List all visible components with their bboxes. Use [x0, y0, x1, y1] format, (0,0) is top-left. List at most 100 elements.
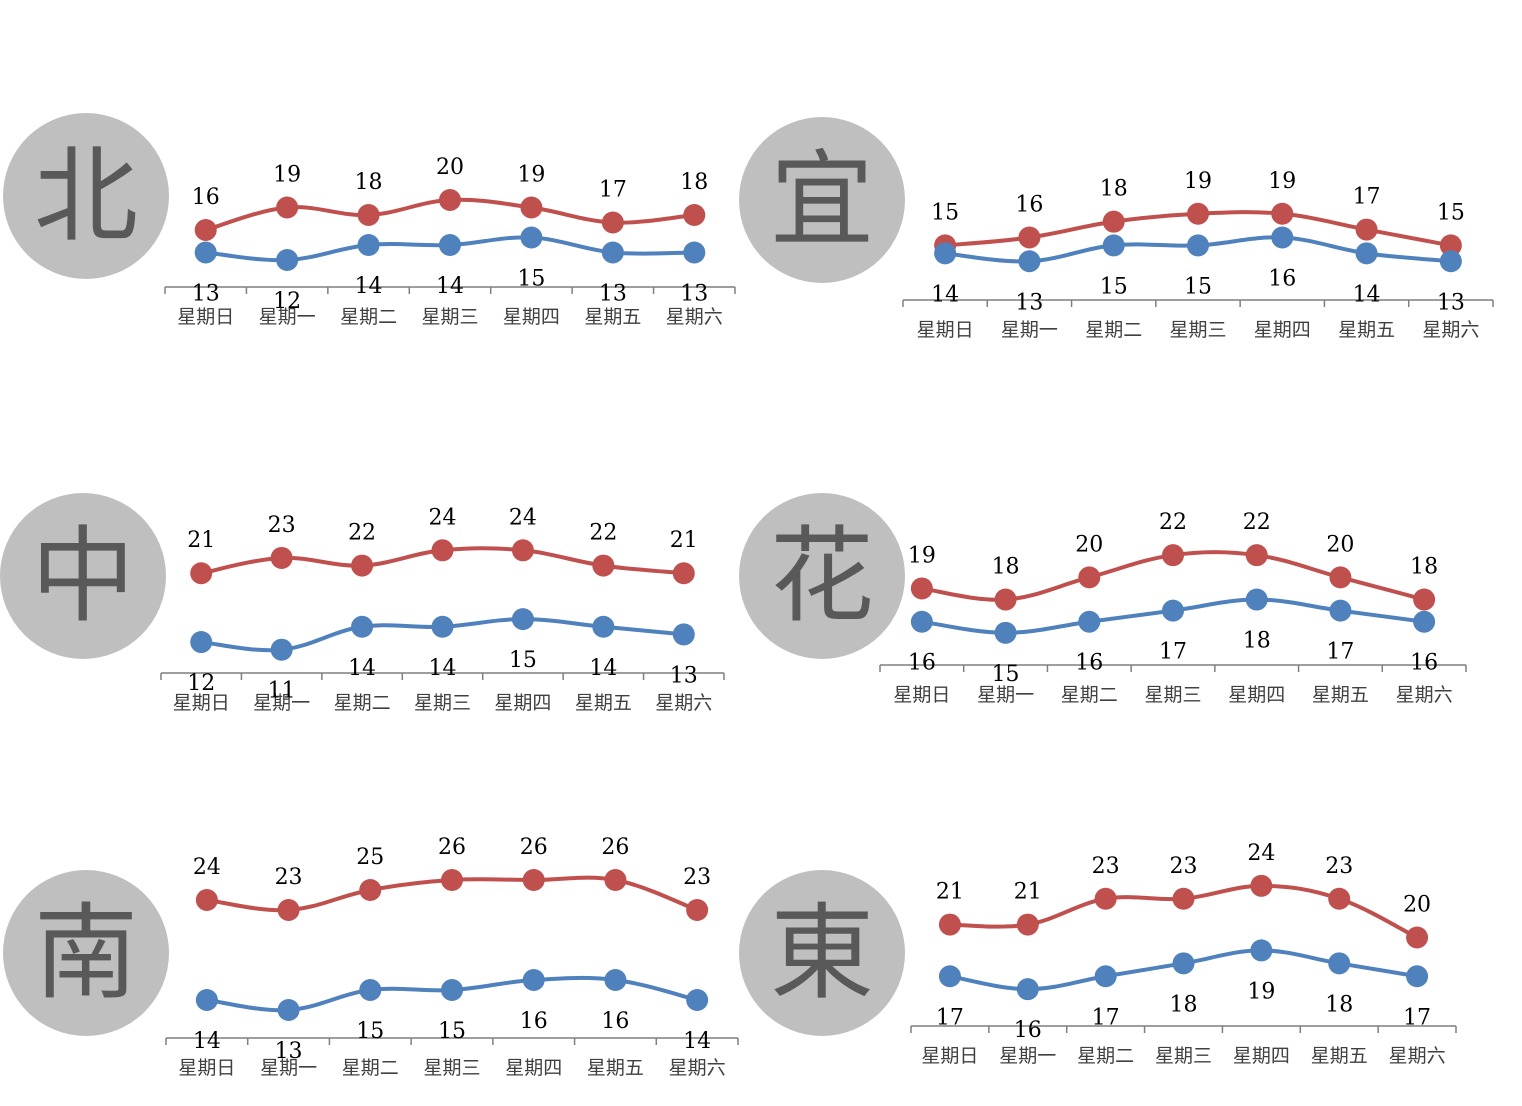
x-tick-label: 星期四	[1228, 684, 1285, 706]
low-data-label: 13	[680, 282, 708, 307]
low-data-point	[520, 226, 543, 249]
low-data-point	[934, 242, 957, 265]
high-data-point	[1078, 566, 1101, 589]
high-data-point	[1016, 913, 1039, 936]
x-tick-label: 星期六	[655, 692, 712, 714]
low-data-label: 15	[356, 1019, 384, 1044]
high-data-label: 23	[1170, 854, 1198, 879]
low-data-point	[441, 979, 463, 1001]
high-data-label: 15	[1437, 200, 1465, 225]
line-chart: 星期日 星期一 星期二 星期三 星期四 星期五 星期六 16 19 18 20 19 17 18 13 12 1…	[164, 155, 736, 328]
low-data-point	[351, 615, 374, 638]
low-data-point	[1094, 965, 1117, 988]
low-data-point	[439, 234, 461, 256]
high-data-point	[1355, 218, 1378, 241]
region-badge: 花	[739, 493, 905, 659]
low-data-point	[522, 969, 545, 991]
high-data-label: 25	[356, 845, 384, 870]
high-data-label: 26	[520, 835, 548, 860]
low-data-label: 14	[429, 656, 457, 681]
low-data-label: 14	[589, 656, 617, 681]
high-data-label: 23	[683, 865, 711, 890]
low-data-point	[1102, 234, 1125, 257]
low-data-point	[1329, 599, 1352, 622]
low-data-label: 17	[1159, 640, 1187, 665]
high-data-point	[994, 588, 1017, 611]
high-data-label: 22	[1243, 510, 1271, 535]
high-data-point	[520, 196, 543, 219]
low-data-label: 17	[936, 1005, 964, 1030]
high-data-label: 23	[1325, 854, 1353, 879]
x-tick-label: 星期一	[999, 1045, 1056, 1067]
low-data-label: 15	[509, 648, 537, 673]
x-tick-label: 星期一	[1001, 319, 1058, 341]
high-data-label: 22	[1159, 510, 1187, 535]
high-data-label: 21	[187, 528, 215, 553]
x-tick-label: 星期四	[494, 692, 551, 714]
low-data-label: 16	[1410, 651, 1438, 676]
high-data-point	[1250, 874, 1273, 897]
low-data-label: 16	[908, 651, 936, 676]
x-tick-label: 星期二	[334, 692, 391, 714]
x-tick-label: 星期二	[1085, 319, 1142, 341]
low-data-label: 19	[1247, 979, 1275, 1004]
high-data-point	[910, 577, 933, 600]
high-data-label: 20	[1326, 532, 1354, 557]
x-tick-label: 星期日	[917, 319, 974, 341]
high-data-point	[270, 546, 293, 569]
x-tick-label: 星期六	[1422, 319, 1479, 341]
low-data-point	[592, 615, 615, 638]
low-data-label: 18	[1243, 629, 1271, 654]
high-data-label: 24	[429, 505, 457, 530]
low-data-label: 17	[1092, 1005, 1120, 1030]
high-data-label: 18	[680, 170, 708, 195]
high-data-point	[1245, 544, 1268, 567]
x-tick-label: 星期五	[584, 306, 641, 328]
high-data-label: 20	[436, 155, 464, 180]
low-data-point	[270, 638, 293, 661]
low-data-label: 15	[438, 1019, 466, 1044]
high-data-point	[195, 889, 218, 911]
x-tick-label: 星期六	[666, 306, 723, 328]
high-data-point	[683, 204, 706, 226]
x-tick-label: 星期五	[575, 692, 632, 714]
high-data-point	[1413, 588, 1436, 611]
low-data-point	[194, 241, 217, 264]
low-data-point	[1078, 610, 1101, 633]
low-data-point	[1250, 939, 1273, 962]
low-data-label: 14	[355, 274, 383, 299]
x-tick-label: 星期二	[1077, 1045, 1134, 1067]
high-data-point	[351, 554, 374, 577]
x-tick-label: 星期一	[259, 306, 316, 328]
low-data-point	[1187, 234, 1209, 257]
high-data-label: 19	[1268, 169, 1296, 194]
low-data-label: 16	[1014, 1018, 1042, 1043]
high-data-point	[604, 869, 627, 891]
low-data-point	[1413, 610, 1436, 633]
high-data-point	[1102, 210, 1125, 233]
high-data-label: 21	[1014, 880, 1042, 905]
low-data-point	[195, 989, 218, 1011]
x-tick-label: 星期二	[340, 306, 397, 328]
low-data-point	[938, 965, 961, 988]
low-data-point	[1016, 978, 1039, 1001]
line-chart: 星期日 星期一 星期二 星期三 星期四 星期五 星期六 19 18 20 22 22 20 18 16 15 1…	[879, 510, 1467, 706]
x-tick-label: 星期六	[1389, 1045, 1446, 1067]
region-badge: 北	[3, 113, 169, 279]
high-data-point	[1187, 202, 1209, 225]
low-data-point	[1328, 952, 1351, 975]
x-tick-label: 星期五	[1312, 684, 1369, 706]
high-data-point	[592, 554, 615, 577]
low-data-point	[910, 610, 933, 633]
high-data-label: 24	[1247, 841, 1275, 866]
high-data-label: 15	[931, 200, 959, 225]
high-data-label: 19	[517, 163, 545, 188]
high-data-point	[276, 196, 299, 219]
low-data-label: 16	[601, 1009, 629, 1034]
low-data-point	[190, 631, 213, 654]
high-data-label: 18	[355, 170, 383, 195]
high-data-point	[1162, 544, 1184, 567]
x-tick-label: 星期三	[1155, 1045, 1212, 1067]
x-tick-label: 星期日	[921, 1045, 978, 1067]
low-data-point	[1162, 599, 1184, 622]
